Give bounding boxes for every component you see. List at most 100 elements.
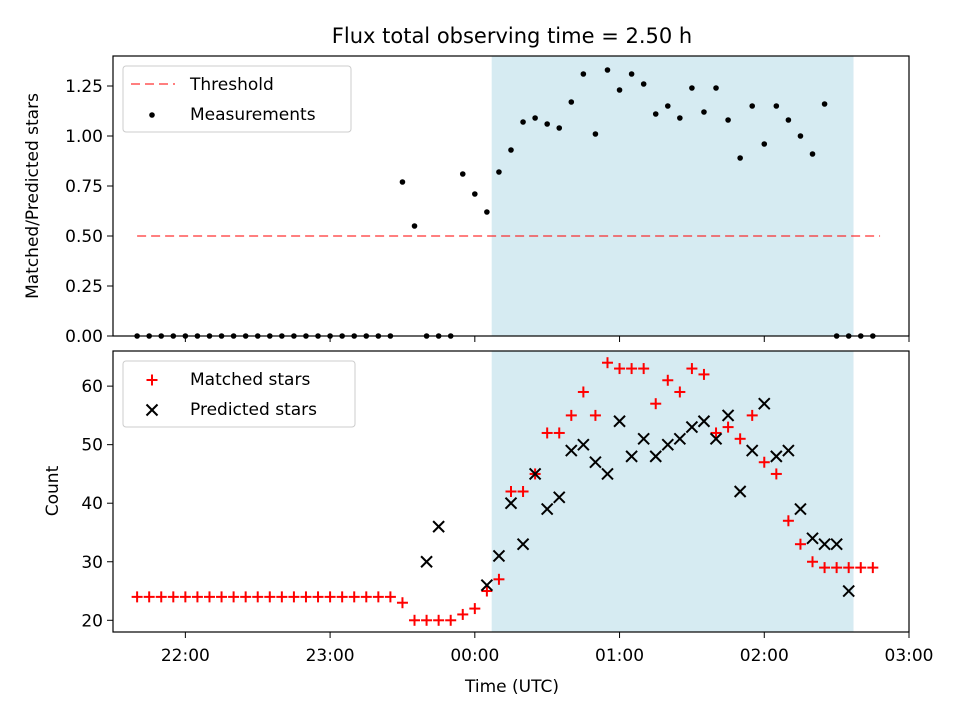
- legend-predicted-swatch: [145, 403, 159, 417]
- measurement-point: [604, 67, 611, 73]
- predicted-star-point: [601, 467, 614, 481]
- bottom-y-tick-label: 40: [81, 494, 103, 514]
- predicted-star-point: [661, 438, 674, 451]
- matched-star-point: [831, 562, 843, 574]
- measurement-point: [484, 209, 490, 215]
- matched-star-point: [312, 591, 324, 603]
- top-legend: Threshold Measurements: [122, 65, 352, 133]
- legend-matched-marker: [146, 374, 158, 386]
- matched-star-point: [553, 427, 565, 439]
- top-y-tick-label: 0.50: [65, 227, 103, 247]
- matched-star-point: [686, 363, 698, 375]
- top-plot-frame: [112, 55, 910, 337]
- matched-star-point: [782, 515, 794, 527]
- matched-star-point: [324, 591, 336, 603]
- matched-star-point: [855, 562, 867, 574]
- matched-star-point: [300, 591, 312, 603]
- matched-star-point: [240, 591, 252, 603]
- measurement-point: [821, 101, 828, 107]
- measurement-point: [496, 169, 502, 175]
- matched-star-point: [481, 585, 493, 597]
- measurement-point: [785, 117, 792, 123]
- matched-star-point: [288, 591, 300, 603]
- legend-predicted-marker: [145, 403, 159, 417]
- predicted-star-point: [697, 415, 711, 428]
- measurement-point: [472, 191, 478, 197]
- matched-star-point: [336, 591, 348, 603]
- predicted-star-point: [673, 432, 687, 446]
- predicted-star-point: [625, 450, 638, 463]
- matched-star-point: [638, 363, 650, 375]
- chart-title: Flux total observing time = 2.50 h: [332, 24, 692, 48]
- predicted-star-point: [553, 491, 566, 504]
- matched-star-point: [614, 363, 626, 375]
- predicted-star-point: [540, 502, 554, 516]
- measurement-point: [556, 125, 563, 131]
- matched-star-point: [505, 486, 517, 497]
- matched-star-point: [601, 357, 613, 369]
- matched-star-point: [626, 363, 638, 375]
- top-legend-box: [122, 65, 352, 133]
- matched-star-point: [372, 591, 384, 603]
- legend-matched-label: Matched stars: [190, 370, 310, 390]
- predicted-star-point: [565, 444, 578, 457]
- measurement-point: [520, 119, 526, 125]
- top-panel: 0.00 0.25 0.50 0.75 1.00 1.25 Matched/Predict…: [23, 55, 910, 347]
- matched-star-point: [770, 468, 782, 480]
- predicted-star-point: [685, 420, 699, 434]
- bottom-y-tick-label: 20: [81, 611, 103, 631]
- predicted-star-point: [516, 537, 530, 551]
- bottom-legend-box: [122, 360, 356, 428]
- measurement-point: [652, 111, 659, 117]
- top-y-tick-label: 1.25: [65, 77, 103, 97]
- top-y-tick-label: 1.00: [65, 127, 103, 147]
- bottom-y-tick-label: 60: [81, 377, 103, 397]
- measurement-point: [664, 103, 671, 109]
- matched-star-point: [396, 597, 408, 609]
- measurement-point: [459, 171, 466, 177]
- measurement-point: [616, 87, 623, 93]
- matched-star-point: [216, 591, 228, 603]
- bottom-legend: Matched stars Predicted stars: [122, 360, 356, 428]
- measurement-point: [568, 99, 575, 105]
- predicted-star-point: [504, 497, 518, 510]
- matched-star-point: [577, 386, 589, 398]
- predicted-star-point: [721, 409, 735, 422]
- matched-star-point: [650, 398, 662, 410]
- x-tick-label: 03:00: [885, 646, 934, 666]
- top-x-ticks: [184, 336, 910, 342]
- predicted-star-point: [842, 584, 855, 598]
- measurement-point: [580, 71, 587, 77]
- x-axis-label: Time (UTC): [464, 677, 559, 697]
- matched-star-point: [698, 368, 710, 380]
- predicted-star-point: [782, 444, 795, 457]
- matched-star-point: [143, 591, 155, 603]
- bottom-y-axis-label: Count: [43, 465, 63, 516]
- measurement-point: [761, 141, 768, 147]
- matched-star-point: [252, 591, 264, 603]
- measurement-point: [628, 71, 635, 77]
- predicted-star-point: [806, 532, 819, 545]
- top-y-axis: 0.00 0.25 0.50 0.75 1.00 1.25: [65, 77, 113, 347]
- bottom-y-tick-label: 30: [81, 553, 103, 573]
- bottom-x-axis: 22:00 23:00 00:00 01:00 02:00 03:00: [161, 632, 934, 666]
- measurement-point: [725, 117, 731, 123]
- matched-star-point: [662, 374, 674, 386]
- measurement-point: [689, 85, 695, 91]
- matched-star-point: [819, 562, 831, 574]
- predicted-star-point: [830, 537, 843, 551]
- matched-star-point: [228, 591, 240, 603]
- predicted-star-point: [709, 432, 723, 446]
- predicted-star-point: [492, 549, 506, 563]
- measurement-point: [737, 155, 743, 161]
- bottom-shaded-region: [491, 351, 854, 632]
- predicted-star-point: [818, 537, 831, 551]
- top-y-tick-label: 0.25: [65, 277, 103, 297]
- predicted-star-point: [794, 502, 807, 516]
- matched-star-point: [421, 614, 433, 626]
- measurement-point: [749, 103, 756, 109]
- x-tick-label: 01:00: [595, 646, 644, 666]
- measurement-point: [797, 133, 804, 139]
- matched-star-point: [710, 427, 722, 439]
